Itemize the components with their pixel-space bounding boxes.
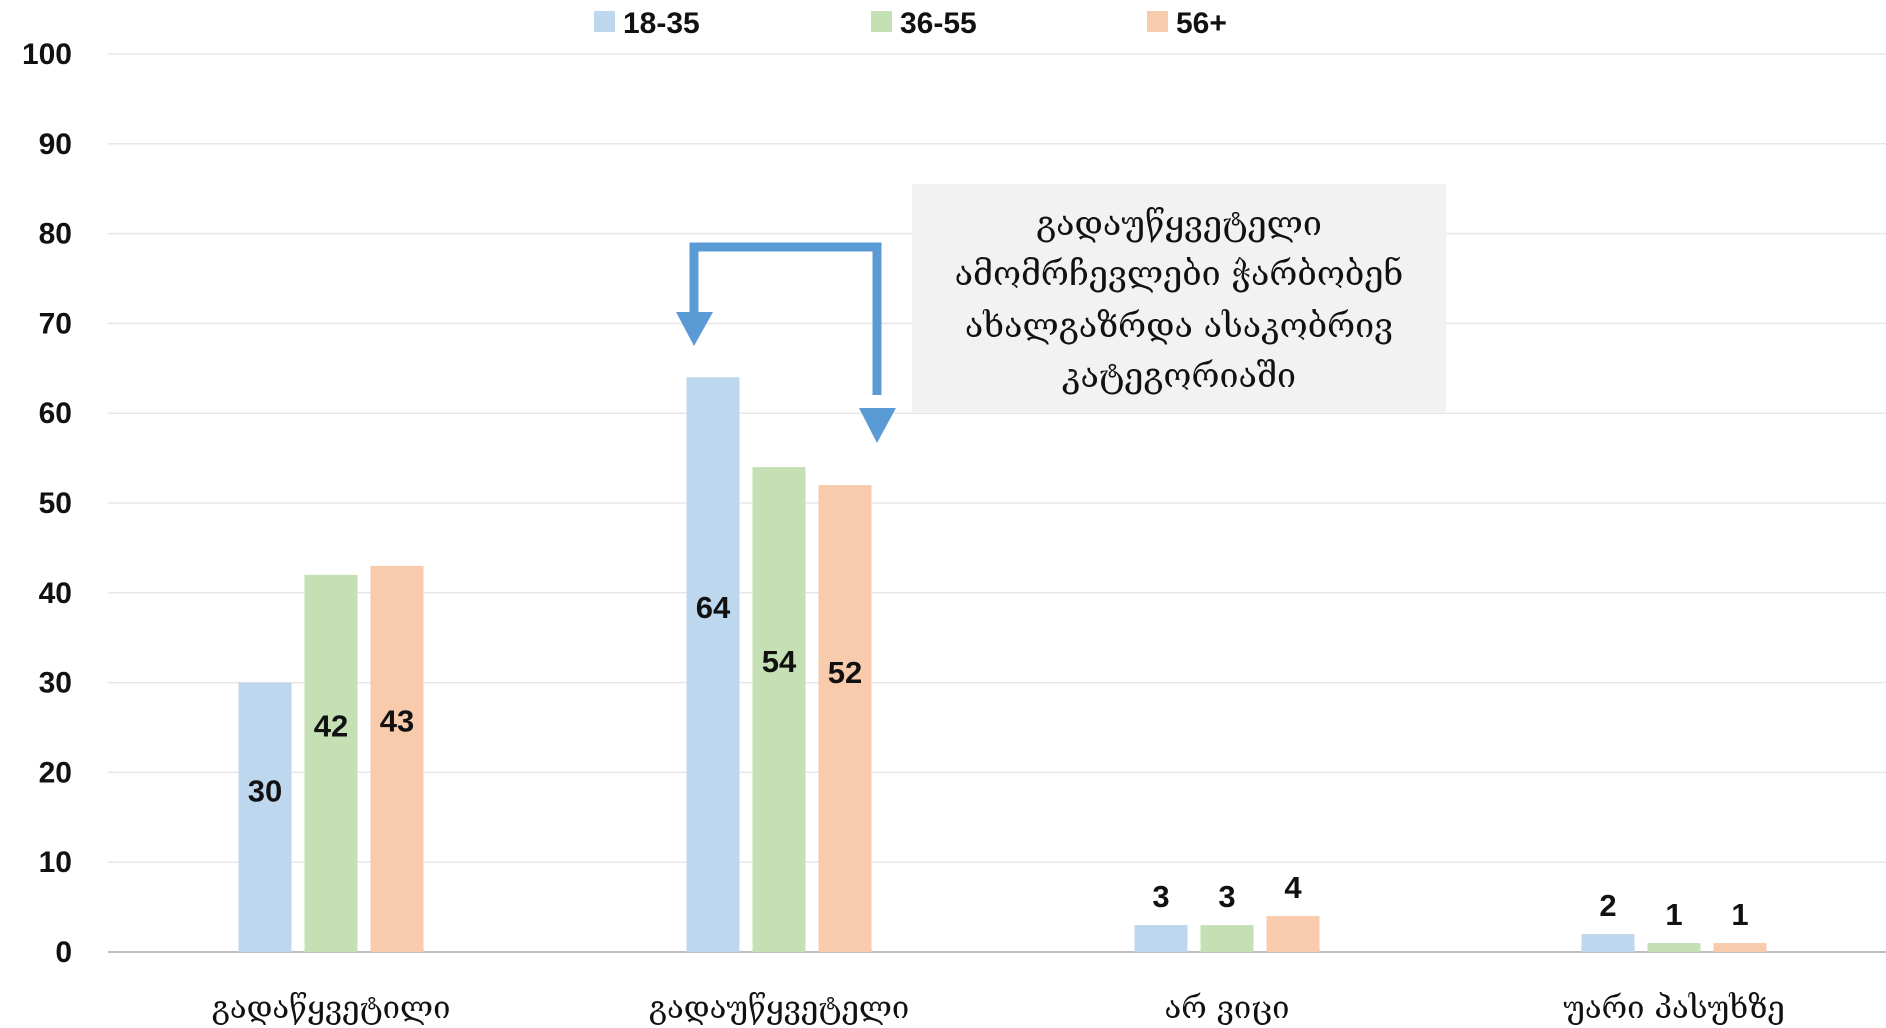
legend-label: 18-35: [623, 7, 700, 40]
data-label: 2: [1599, 888, 1616, 923]
bar: [818, 485, 872, 952]
y-tick-label: 10: [39, 846, 72, 879]
y-tick-label: 20: [39, 756, 72, 789]
data-label: 54: [762, 644, 797, 679]
x-tick-label: გადაწყვეტილი: [212, 990, 451, 1026]
bar: [238, 682, 292, 952]
data-label: 3: [1152, 879, 1169, 914]
annotation: გადაუწყვეტელი ამომრჩევლები ჭარბობენ ახალგა…: [676, 184, 1446, 443]
y-tick-label: 80: [39, 218, 72, 251]
data-label: 4: [1284, 870, 1302, 905]
x-axis-ticks: გადაწყვეტილი გადაუწყვეტელი არ ვიცი უარი პას…: [212, 990, 1785, 1026]
legend-label: 56+: [1176, 7, 1227, 40]
legend-swatch: [594, 11, 615, 32]
bar: [370, 565, 424, 952]
bar: [686, 377, 740, 952]
data-label: 42: [314, 709, 348, 744]
bar: [1134, 925, 1188, 952]
bar: [1266, 916, 1320, 952]
bar: [1713, 943, 1767, 952]
bar: [1200, 925, 1254, 952]
annotation-box: [912, 184, 1446, 412]
legend-swatch: [1147, 11, 1168, 32]
data-label: 52: [828, 655, 862, 690]
x-tick-label: გადაუწყვეტელი: [649, 990, 910, 1026]
annotation-line: კატეგორიაში: [1062, 356, 1296, 396]
y-tick-label: 60: [39, 397, 72, 430]
y-tick-label: 0: [55, 936, 72, 969]
x-tick-label: უარი პასუხზე: [1563, 990, 1785, 1026]
bar: [752, 467, 806, 952]
annotation-line: ახალგაზრდა ასაკობრივ: [965, 306, 1393, 346]
y-axis-ticks: 0 10 20 30 40 50 60 70 80 90 100: [22, 38, 72, 969]
bar: [1647, 943, 1701, 952]
data-label: 3: [1218, 879, 1235, 914]
data-label: 43: [380, 703, 414, 738]
legend-label: 36-55: [900, 7, 977, 40]
y-tick-label: 70: [39, 307, 72, 340]
y-tick-label: 40: [39, 577, 72, 610]
y-tick-label: 100: [22, 38, 72, 71]
y-tick-label: 30: [39, 667, 72, 700]
arrow-head-right: [859, 408, 896, 443]
data-label: 64: [696, 590, 731, 625]
data-label: 30: [248, 773, 282, 808]
bar: [1581, 934, 1635, 952]
annotation-line: ამომრჩევლები ჭარბობენ: [955, 254, 1404, 294]
bracket-arrow-line: [689, 242, 882, 395]
legend-swatch: [871, 11, 892, 32]
bars: [238, 377, 1767, 952]
y-tick-label: 90: [39, 128, 72, 161]
data-label: 1: [1731, 897, 1748, 932]
bar: [304, 574, 358, 952]
y-tick-label: 50: [39, 487, 72, 520]
arrow-head-left: [676, 312, 713, 346]
data-label: 1: [1665, 897, 1682, 932]
x-tick-label: არ ვიცი: [1164, 990, 1289, 1026]
legend: 18-35 36-55 56+: [594, 7, 1227, 40]
annotation-line: გადაუწყვეტელი: [1036, 204, 1322, 244]
